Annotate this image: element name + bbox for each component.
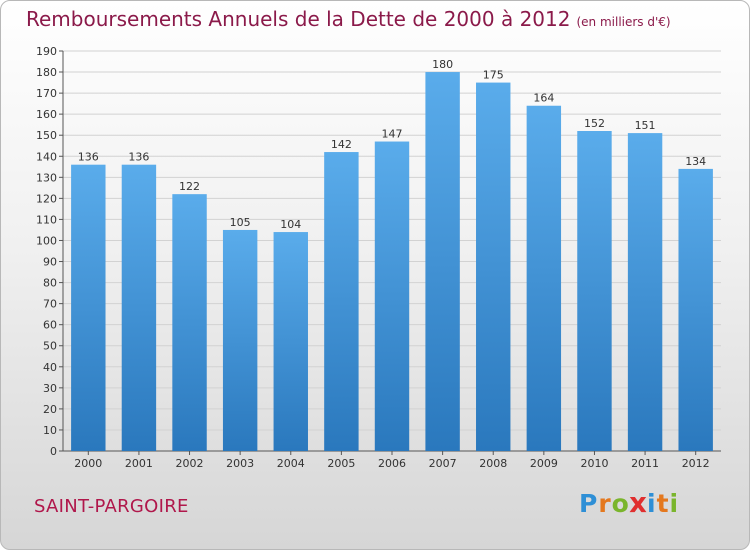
logo-letter: P: [579, 489, 599, 518]
bar-2008: [476, 82, 511, 451]
y-tick-label: 170: [36, 87, 57, 100]
y-tick-label: 60: [43, 319, 57, 332]
bar-2000: [71, 164, 106, 451]
y-tick-label: 150: [36, 129, 57, 142]
logo-letter: x: [629, 486, 648, 519]
x-tick-label-2010: 2010: [580, 457, 608, 470]
x-tick-labels: 2000 2001 2002 2003 2004 2005 2006 2007 2008 2009…: [74, 457, 709, 470]
bar-2004: [273, 232, 308, 451]
value-label-2012: 134: [685, 155, 706, 168]
logo-letter: i: [669, 489, 680, 518]
x-tick-label-2006: 2006: [378, 457, 406, 470]
logo-letter: o: [611, 489, 630, 518]
y-tick-label: 160: [36, 108, 57, 121]
logo-letter: r: [598, 489, 612, 518]
value-label-2003: 105: [230, 216, 251, 229]
value-label-2008: 175: [483, 69, 504, 82]
value-label-2004: 104: [280, 218, 301, 231]
logo-letter: i: [647, 489, 657, 518]
value-label-2010: 152: [584, 117, 605, 130]
bar-2012: [678, 168, 713, 452]
value-labels: 136 136 122 105 104 142 147 180 175 164 152 151 134: [78, 58, 706, 231]
x-tick-label-2003: 2003: [226, 457, 254, 470]
value-label-2006: 147: [382, 128, 403, 141]
x-tick-label-2002: 2002: [176, 457, 204, 470]
chart-title: Remboursements Annuels de la Dette de 20…: [26, 7, 671, 31]
x-tick-label-2000: 2000: [74, 457, 102, 470]
bar-2006: [374, 141, 410, 452]
value-label-2011: 151: [635, 119, 656, 132]
bar-2010: [577, 131, 612, 451]
value-label-2009: 164: [533, 92, 554, 105]
y-tick-label: 90: [43, 256, 57, 269]
bar-2011: [627, 133, 663, 451]
bar-2009: [526, 105, 562, 451]
y-tick-label: 120: [36, 192, 57, 205]
bar-2002: [172, 194, 207, 451]
value-label-2001: 136: [128, 151, 149, 164]
y-tick-label: 100: [36, 234, 57, 247]
y-tick-labels: 0 10 20 30 40 50 60 70 80 90 100 110 120 130 140 150 160…: [36, 45, 57, 458]
y-tick-label: 180: [36, 66, 57, 79]
bar-2007: [425, 72, 460, 451]
value-label-2002: 122: [179, 180, 200, 193]
bar-2001: [121, 164, 157, 451]
logo-letter: t: [656, 489, 670, 518]
y-tick-label: 190: [36, 45, 57, 58]
bar-2003: [222, 229, 258, 451]
value-label-2007: 180: [432, 58, 453, 71]
chart-title-text: Remboursements Annuels de la Dette de 20…: [26, 7, 571, 31]
x-tick-label-2001: 2001: [125, 457, 153, 470]
y-tick-label: 20: [43, 403, 57, 416]
y-tick-label: 140: [36, 150, 57, 163]
y-tick-label: 10: [43, 424, 57, 437]
x-tick-label-2009: 2009: [530, 457, 558, 470]
y-tick-label: 50: [43, 340, 57, 353]
y-tick-label: 40: [43, 361, 57, 374]
proxiti-logo: Proxiti: [579, 486, 680, 519]
x-tick-label-2005: 2005: [327, 457, 355, 470]
y-tick-label: 110: [36, 213, 57, 226]
chart-unit: (en milliers d'€): [576, 15, 671, 29]
value-label-2005: 142: [331, 138, 352, 151]
x-tick-label-2007: 2007: [429, 457, 457, 470]
commune-name: SAINT-PARGOIRE: [34, 496, 189, 517]
y-tick-label: 30: [43, 382, 57, 395]
x-tick-label-2012: 2012: [682, 457, 710, 470]
value-label-2000: 136: [78, 151, 99, 164]
bars: [71, 72, 713, 452]
x-tick-label-2008: 2008: [479, 457, 507, 470]
y-tick-label: 0: [50, 445, 57, 458]
y-tick-label: 70: [43, 298, 57, 311]
x-tick-label-2011: 2011: [631, 457, 659, 470]
y-tick-label: 130: [36, 171, 57, 184]
bar-2005: [324, 152, 359, 452]
x-tick-label-2004: 2004: [277, 457, 305, 470]
y-tick-label: 80: [43, 277, 57, 290]
